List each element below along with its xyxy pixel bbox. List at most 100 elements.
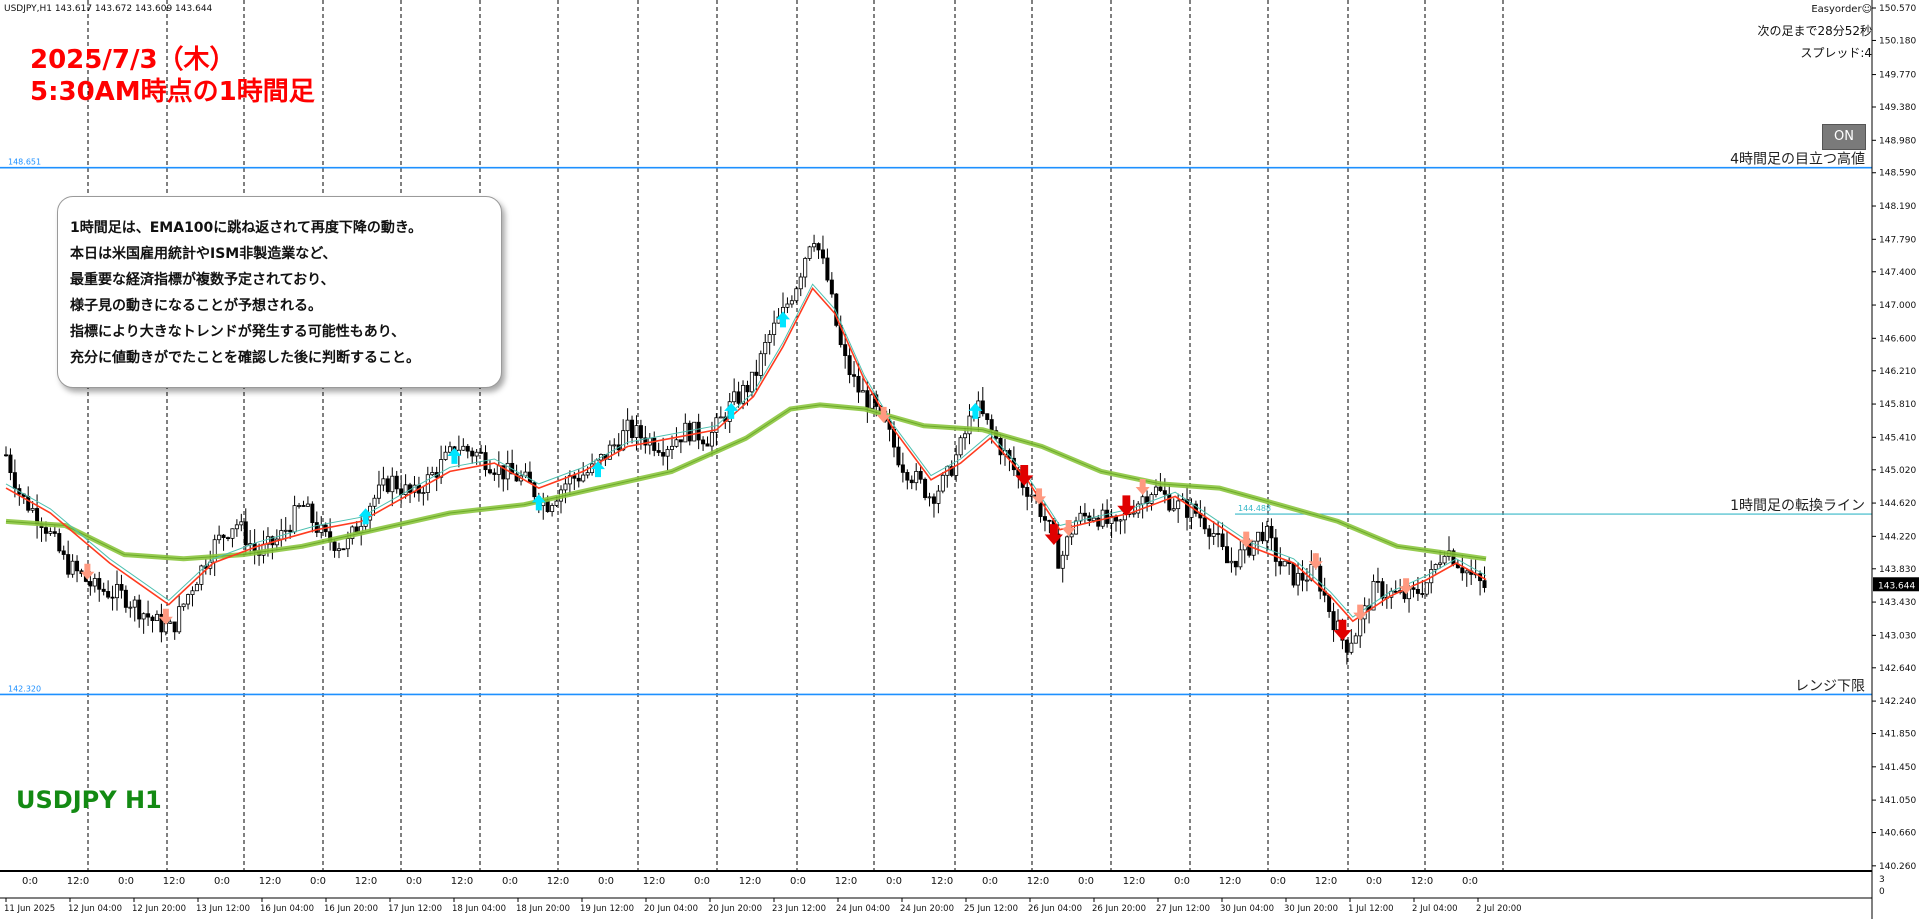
candle-body xyxy=(1269,525,1274,539)
candle-body xyxy=(1189,503,1194,518)
time-tick-label: 24 Jun 04:00 xyxy=(836,904,890,914)
price-tick-label: 143.830 xyxy=(1879,565,1916,575)
candle-body xyxy=(1309,564,1314,581)
candle-body xyxy=(1415,588,1420,594)
time-tick-label: 27 Jun 12:00 xyxy=(1156,904,1210,914)
candle-body xyxy=(927,496,932,499)
candle-body xyxy=(914,471,919,484)
candle-body xyxy=(794,288,799,302)
candle-body xyxy=(1069,533,1074,538)
annotation-box: 1時間足は、EMA100に跳ね返されて再度下降の動き。 本日は米国雇用統計やIS… xyxy=(57,196,502,388)
buy-arrow-icon xyxy=(776,311,790,328)
subwindow-value-label: 0:0 xyxy=(1174,876,1190,887)
time-tick-label: 16 Jun 20:00 xyxy=(324,904,378,914)
candle-body xyxy=(110,596,115,599)
time-tick-label: 26 Jun 04:00 xyxy=(1028,904,1082,914)
candle-body xyxy=(119,584,124,591)
candle-body xyxy=(847,355,852,376)
candle-body xyxy=(1264,525,1269,542)
buy-arrow-icon xyxy=(591,461,605,478)
candle-body xyxy=(66,554,71,575)
candle-body xyxy=(1331,611,1336,631)
candle-body xyxy=(683,422,688,443)
candle-body xyxy=(430,472,435,476)
candle-body xyxy=(630,419,635,438)
candle-body xyxy=(412,484,417,493)
candle-body xyxy=(1025,487,1030,497)
candle-body xyxy=(1349,642,1354,653)
candle-body xyxy=(1327,594,1332,612)
candle-body xyxy=(1131,512,1136,515)
sell-arrow-icon xyxy=(1032,488,1047,505)
candle-body xyxy=(461,445,466,451)
candle-body xyxy=(1442,555,1447,564)
sell-arrow-icon xyxy=(1399,578,1414,595)
subwindow-value-label: 12:0 xyxy=(1411,876,1433,887)
candle-body xyxy=(128,606,133,609)
candle-body xyxy=(772,322,777,335)
candle-body xyxy=(1300,572,1305,581)
candle-body xyxy=(554,500,559,506)
candle-body xyxy=(643,437,648,446)
candle-body xyxy=(527,471,532,484)
subwindow-value-label: 0:0 xyxy=(598,876,614,887)
chart-title: 2025/7/3（木） 5:30AM時点の1時間足 xyxy=(30,44,315,108)
candle-body xyxy=(75,560,80,572)
time-tick-label: 12 Jun 04:00 xyxy=(68,904,122,914)
candle-body xyxy=(1233,560,1238,568)
candle-body xyxy=(736,391,741,404)
current-price-text: 143.644 xyxy=(1878,581,1915,591)
time-tick-label: 20 Jun 20:00 xyxy=(708,904,762,914)
price-tick-label: 150.570 xyxy=(1879,4,1916,14)
candle-body xyxy=(390,475,395,493)
candle-body xyxy=(1136,503,1141,514)
subwindow-value-label: 0:0 xyxy=(982,876,998,887)
candle-body xyxy=(1238,549,1243,568)
candle-body xyxy=(1176,500,1181,510)
candle-body xyxy=(980,400,985,415)
on-button[interactable]: ON xyxy=(1822,124,1866,150)
candle-body xyxy=(123,589,128,608)
candle-body xyxy=(137,599,142,620)
candle-body xyxy=(763,342,768,355)
candle-body xyxy=(581,474,586,482)
candle-body xyxy=(652,437,657,451)
time-tick-label: 26 Jun 20:00 xyxy=(1092,904,1146,914)
candle-body xyxy=(1256,531,1261,542)
candle-body xyxy=(687,422,692,442)
time-axis: 11 Jun 2025 12 Jun 04:00 12 Jun 20:00 13 Ju… xyxy=(4,898,1522,914)
candle-body xyxy=(1464,570,1469,574)
sell-arrow-icon xyxy=(876,406,891,423)
subwindow-value-label: 12:0 xyxy=(931,876,953,887)
subwindow-value-label: 12:0 xyxy=(1315,876,1337,887)
candle-body xyxy=(314,522,319,533)
candle-body xyxy=(1296,572,1301,586)
candle-body xyxy=(141,613,146,620)
horizontal-lines[interactable]: 4時間足の目立つ高値 148.651 1時間足の転換ライン 144.488 レンジ下限 1… xyxy=(0,151,1872,696)
candle-body xyxy=(745,384,750,393)
candle-body xyxy=(563,483,568,491)
candle-body xyxy=(243,521,248,546)
candle-body xyxy=(843,344,848,357)
candle-body xyxy=(860,390,865,393)
buy-arrow-icon xyxy=(724,402,739,419)
candle-body xyxy=(1358,618,1363,637)
candle-body xyxy=(1065,536,1070,556)
horizontal-level-label: レンジ下限 xyxy=(1795,678,1865,694)
candle-body xyxy=(621,430,626,451)
annotation-line: 1時間足は、EMA100に跳ね返されて再度下降の動き。 xyxy=(70,220,423,236)
price-tick-label: 146.600 xyxy=(1879,334,1916,344)
symbol-label: USDJPY H1 xyxy=(16,786,162,814)
candle-body xyxy=(470,450,475,457)
candle-body xyxy=(1145,496,1150,504)
sell-arrow-icon xyxy=(158,608,173,625)
candle-body xyxy=(1482,580,1487,588)
candle-body xyxy=(1304,579,1309,582)
candle-body xyxy=(106,591,111,598)
candle-body xyxy=(1371,580,1376,611)
time-tick-label: 24 Jun 20:00 xyxy=(900,904,954,914)
subwindow-value-label: 12:0 xyxy=(67,876,89,887)
sell-arrow-icon xyxy=(1308,553,1323,570)
horizontal-level-price: 148.651 xyxy=(8,158,41,167)
